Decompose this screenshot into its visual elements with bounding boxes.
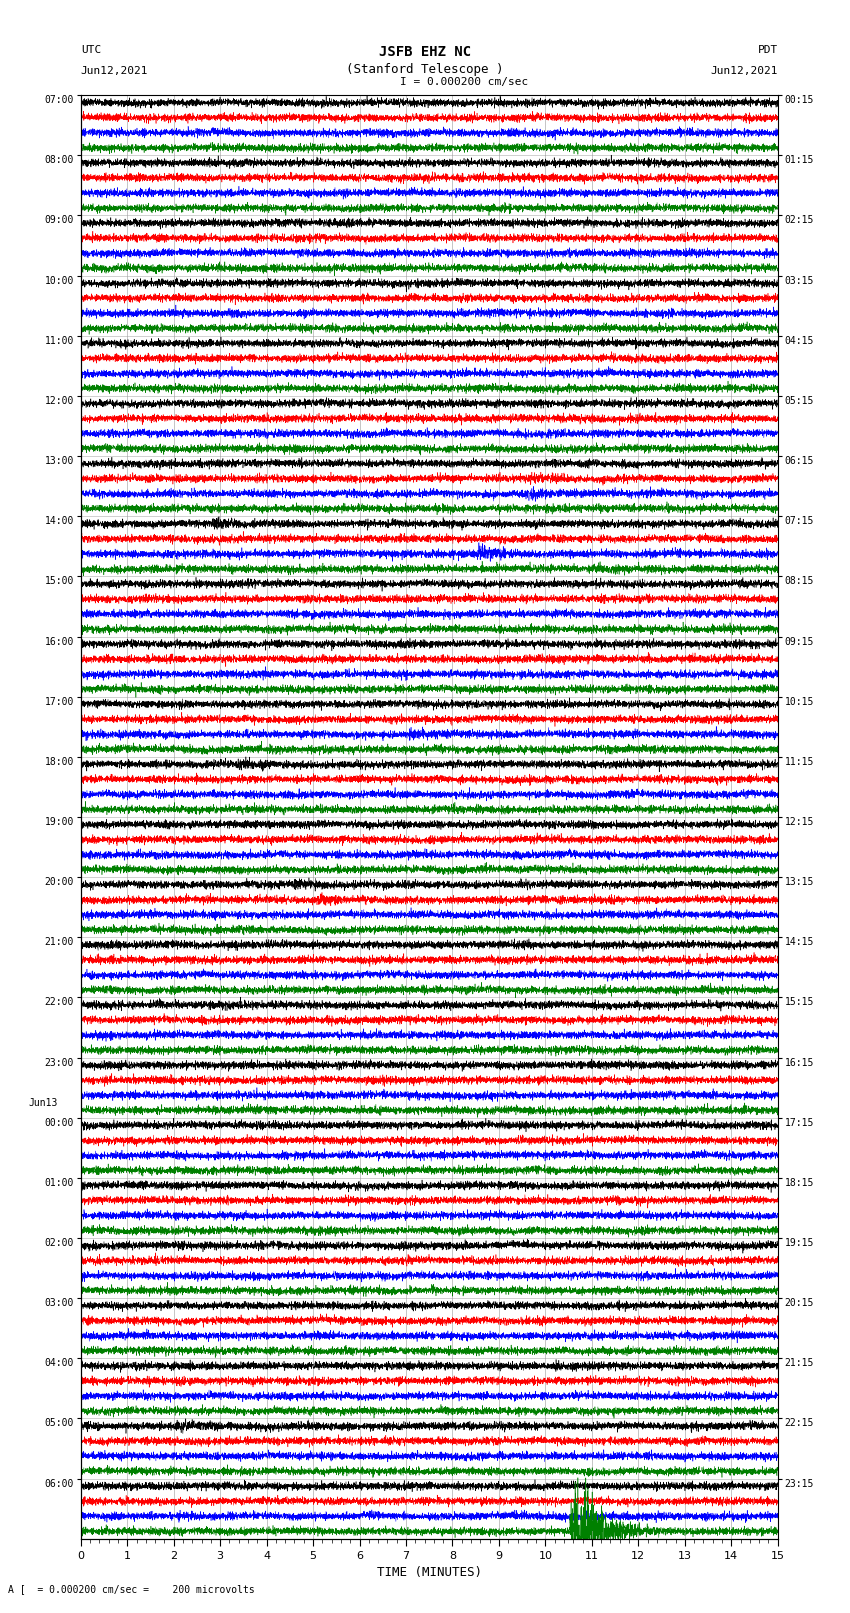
Text: Jun12,2021: Jun12,2021	[81, 66, 148, 76]
Text: A [  = 0.000200 cm/sec =    200 microvolts: A [ = 0.000200 cm/sec = 200 microvolts	[8, 1584, 255, 1594]
Text: Jun13: Jun13	[28, 1098, 57, 1108]
Text: UTC: UTC	[81, 45, 101, 55]
Text: Jun12,2021: Jun12,2021	[711, 66, 778, 76]
X-axis label: TIME (MINUTES): TIME (MINUTES)	[377, 1566, 482, 1579]
Text: (Stanford Telescope ): (Stanford Telescope )	[346, 63, 504, 76]
Text: I = 0.000200 cm/sec: I = 0.000200 cm/sec	[400, 77, 528, 87]
Text: JSFB EHZ NC: JSFB EHZ NC	[379, 45, 471, 60]
Text: PDT: PDT	[757, 45, 778, 55]
